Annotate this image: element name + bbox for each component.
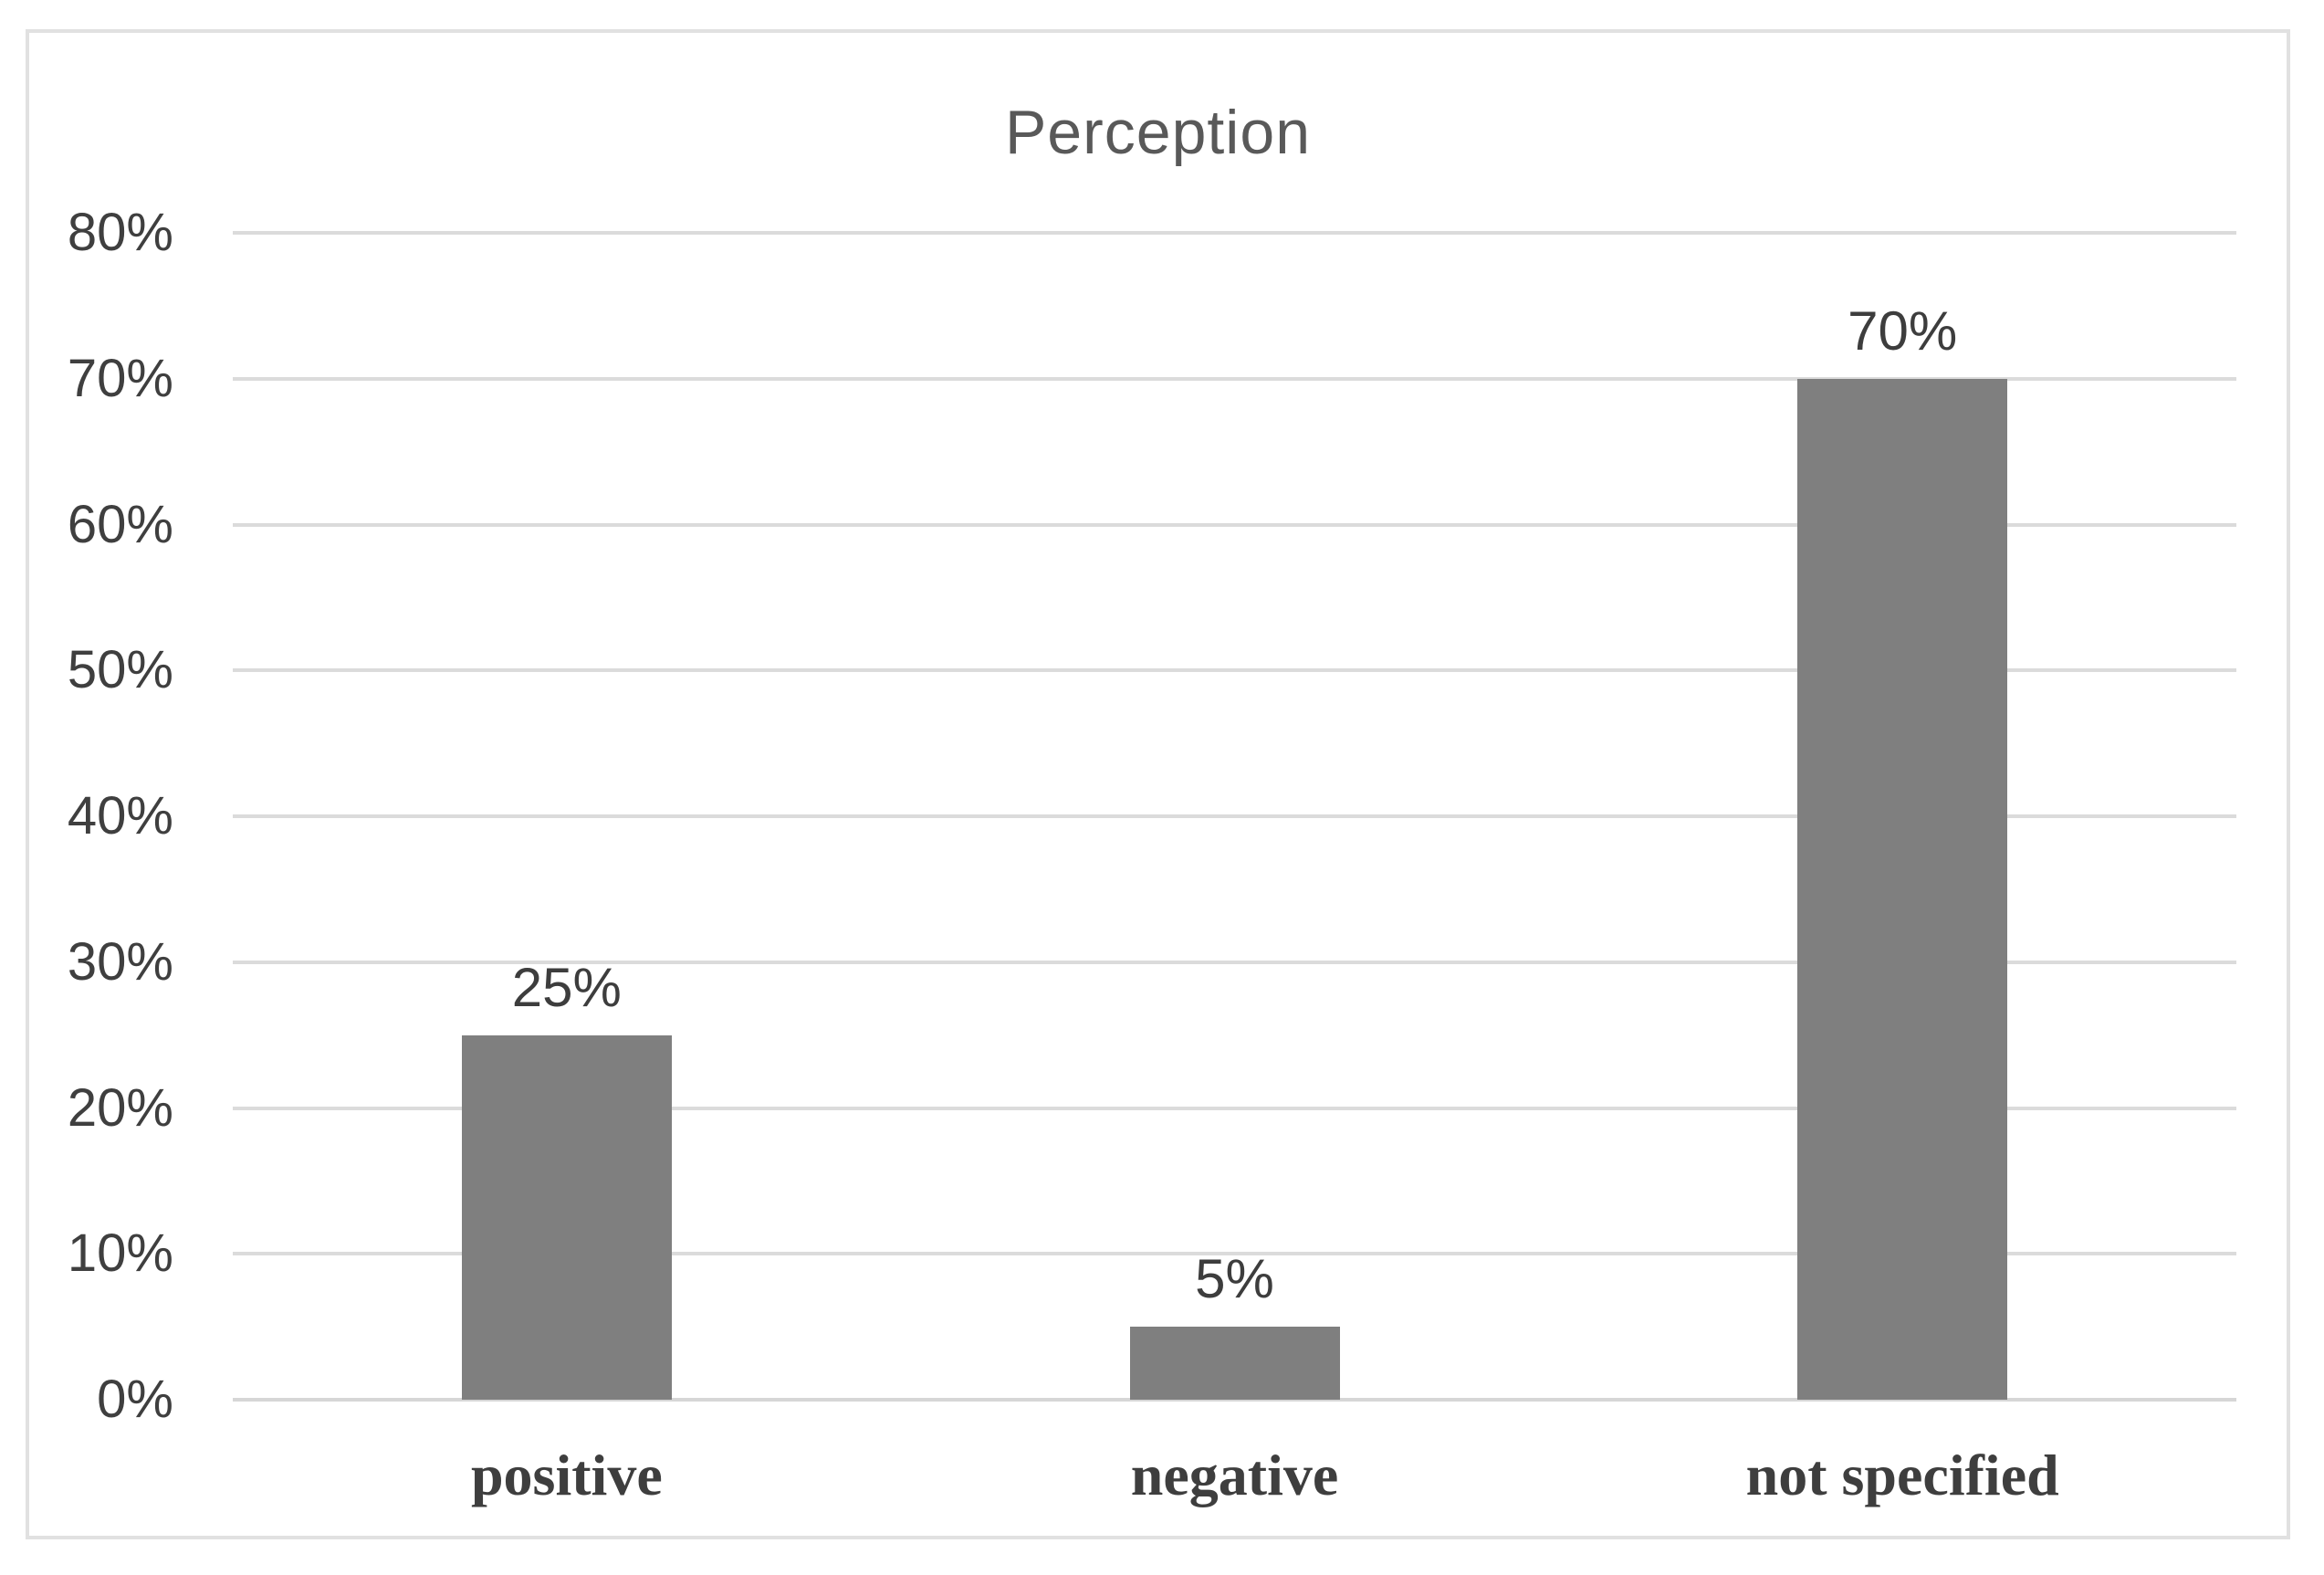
gridline-0 — [233, 1398, 2236, 1402]
gridline-60 — [233, 522, 2236, 527]
y-tick-label: 20% — [67, 1077, 173, 1138]
category-label-not-specified: not specified — [1745, 1443, 2059, 1507]
y-tick-label: 10% — [67, 1223, 173, 1284]
gridline-80 — [233, 231, 2236, 235]
gridline-70 — [233, 376, 2236, 381]
data-label-not-specified: 70% — [1848, 299, 1958, 362]
y-tick-label: 60% — [67, 494, 173, 554]
gridline-30 — [233, 960, 2236, 964]
data-label-negative: 5% — [1195, 1248, 1274, 1310]
bar-negative — [1129, 1327, 1340, 1400]
y-tick-label: 70% — [67, 348, 173, 408]
data-label-positive: 25% — [511, 956, 622, 1018]
category-label-negative: negative — [1130, 1443, 1339, 1507]
bar-positive — [461, 1034, 672, 1400]
bar-not-specified — [1797, 378, 2008, 1400]
chart-title: Perception — [1004, 98, 1312, 167]
y-tick-label: 50% — [67, 640, 173, 700]
plot-area: 25% 5% 70% — [233, 231, 2236, 1402]
y-tick-label: 40% — [67, 786, 173, 845]
y-tick-label: 30% — [67, 931, 173, 992]
y-tick-label: 80% — [67, 203, 173, 262]
category-label-positive: positive — [470, 1443, 663, 1507]
gridline-50 — [233, 668, 2236, 673]
gridline-10 — [233, 1252, 2236, 1256]
gridline-20 — [233, 1106, 2236, 1110]
gridline-40 — [233, 814, 2236, 818]
y-tick-label: 0% — [97, 1370, 173, 1429]
